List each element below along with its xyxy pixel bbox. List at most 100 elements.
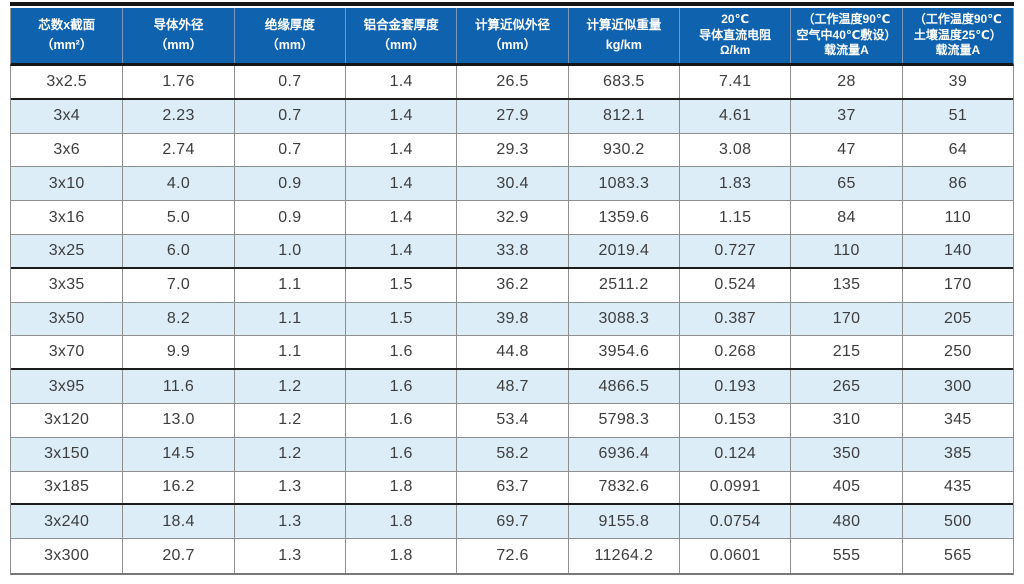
column-header-line: 20℃	[721, 11, 750, 26]
cell-calc-approx-weight: 4866.5	[567, 370, 679, 403]
cell-cores-section: 3x50	[48, 309, 85, 327]
cell-insulation-thickness: 0.9	[233, 167, 345, 201]
cell-calc-approx-od: 33.8	[456, 234, 567, 267]
cell-conductor-od: 11.6	[122, 370, 233, 403]
cell-ampacity-soil: 300	[901, 370, 1013, 403]
cell-dc-resistance-20c: 7.41	[679, 66, 790, 98]
cell-ampacity-air: 84	[790, 201, 901, 234]
cell-insulation-thickness: 1.0	[233, 234, 345, 267]
column-header-line: 芯数x截面	[38, 18, 96, 33]
cell-cores-section: 3x185	[44, 478, 90, 496]
cell-insulation-thickness: 1.3	[233, 539, 345, 573]
cell-calc-approx-weight: 5798.3	[567, 403, 679, 437]
cell-cores-section: 3x2.5	[46, 72, 87, 90]
table-header-row: 芯数x截面 （mm²） 导体外径 （mm） 绝缘厚度 （mm） 铝合金套厚度 （mm） 计算近似…	[10, 8, 1014, 66]
cell-dc-resistance-20c: 0.0601	[679, 539, 790, 573]
cell-alloy-sheath-thickness: 1.8	[345, 505, 456, 539]
table-row-3x120: 3x120 13.0 1.2 1.6 53.4 5798.3 0.153 310 345	[11, 403, 1013, 438]
table-row-3x300: 3x300 20.7 1.3 1.8 72.6 11264.2 0.0601 555 565	[11, 539, 1013, 573]
cell-alloy-sheath-thickness: 1.8	[345, 539, 456, 573]
cell-conductor-od: 4.0	[122, 167, 233, 201]
column-header-line: （工作温度90℃	[802, 11, 891, 26]
cell-ampacity-soil: 110	[901, 201, 1013, 234]
cell-dc-resistance-20c: 1.15	[679, 201, 790, 234]
cell-ampacity-air: 47	[790, 133, 901, 167]
cell-ampacity-soil: 86	[901, 167, 1013, 201]
cell-cores-section: 3x16	[48, 208, 85, 226]
table-row-3x35: 3x35 7.0 1.1 1.5 36.2 2511.2 0.524 135 170	[11, 268, 1013, 303]
cell-insulation-thickness: 1.2	[233, 370, 345, 403]
cell-cores-section: 3x4	[53, 107, 81, 125]
cell-calc-approx-od: 39.8	[456, 302, 567, 336]
cell-conductor-od: 13.0	[122, 403, 233, 437]
cell-calc-approx-od: 30.4	[456, 167, 567, 201]
column-header-ampacity-soil: （工作温度90℃ 土壤温度25℃） 载流量A	[901, 8, 1013, 63]
cell-cores-section: 3x10	[48, 174, 85, 192]
cell-dc-resistance-20c: 1.83	[679, 167, 790, 201]
cell-ampacity-air: 28	[790, 66, 901, 98]
cell-cores-section: 3x150	[44, 445, 90, 463]
cell-ampacity-soil: 345	[901, 403, 1013, 437]
column-header-line: kg/km	[605, 37, 642, 52]
cell-calc-approx-weight: 2511.2	[567, 268, 679, 302]
cell-conductor-od: 8.2	[122, 302, 233, 336]
cell-calc-approx-weight: 7832.6	[567, 471, 679, 504]
column-header-line: 载流量A	[935, 43, 981, 58]
cell-dc-resistance-20c: 0.524	[679, 268, 790, 302]
cell-dc-resistance-20c: 0.153	[679, 403, 790, 437]
cell-ampacity-air: 135	[790, 268, 901, 302]
column-header-line: 导体外径	[153, 18, 204, 33]
cell-cores-section: 3x240	[44, 512, 90, 530]
column-header-dc-resistance-20c: 20℃ 导体直流电阻 Ω/km	[679, 8, 790, 63]
table-row-3x4: 3x4 2.23 0.7 1.4 27.9 812.1 4.61 37 51	[11, 99, 1013, 134]
cell-conductor-od: 16.2	[122, 471, 233, 504]
cell-ampacity-air: 310	[790, 403, 901, 437]
cell-dc-resistance-20c: 0.268	[679, 336, 790, 369]
cell-dc-resistance-20c: 0.387	[679, 302, 790, 336]
column-header-line: 绝缘厚度	[264, 18, 315, 33]
cell-ampacity-soil: 565	[901, 539, 1013, 573]
cell-calc-approx-weight: 3088.3	[567, 302, 679, 336]
cell-insulation-thickness: 0.7	[233, 66, 345, 98]
cell-ampacity-air: 405	[790, 471, 901, 504]
cell-cores-section: 3x300	[44, 547, 90, 565]
table-row-3x10: 3x10 4.0 0.9 1.4 30.4 1083.3 1.83 65 86	[11, 167, 1013, 202]
cell-ampacity-air: 37	[790, 99, 901, 133]
cell-cores-section: 3x70	[48, 343, 85, 361]
table-row-3x185: 3x185 16.2 1.3 1.8 63.7 7832.6 0.0991 405 435	[11, 471, 1013, 506]
cell-calc-approx-od: 72.6	[456, 539, 567, 573]
cell-insulation-thickness: 1.1	[233, 302, 345, 336]
column-header-insulation-thickness: 绝缘厚度 （mm）	[233, 8, 345, 63]
cell-dc-resistance-20c: 0.727	[679, 234, 790, 267]
cell-ampacity-soil: 51	[901, 99, 1013, 133]
cell-dc-resistance-20c: 4.61	[679, 99, 790, 133]
column-header-calc-approx-weight: 计算近似重量 kg/km	[567, 8, 679, 63]
cell-calc-approx-od: 48.7	[456, 370, 567, 403]
column-header-line: 土壤温度25℃）	[913, 27, 1002, 42]
cell-calc-approx-weight: 1359.6	[567, 201, 679, 234]
cell-calc-approx-od: 27.9	[456, 99, 567, 133]
cell-conductor-od: 5.0	[122, 201, 233, 234]
table-row-3x70: 3x70 9.9 1.1 1.6 44.8 3954.6 0.268 215 250	[11, 336, 1013, 371]
cell-conductor-od: 18.4	[122, 505, 233, 539]
cell-conductor-od: 14.5	[122, 437, 233, 471]
cell-alloy-sheath-thickness: 1.6	[345, 336, 456, 369]
column-header-line: 载流量A	[824, 43, 869, 58]
cell-ampacity-air: 350	[790, 437, 901, 471]
column-header-alloy-sheath-thickness: 铝合金套厚度 （mm）	[345, 8, 456, 63]
table-body: 3x2.5 1.76 0.7 1.4 26.5 683.5 7.41 28 39 3x4 2.23 0…	[10, 66, 1014, 575]
cell-conductor-od: 6.0	[122, 234, 233, 267]
cell-ampacity-soil: 385	[901, 437, 1013, 471]
table-row-3x240: 3x240 18.4 1.3 1.8 69.7 9155.8 0.0754 480 500	[11, 505, 1013, 540]
cell-cores-section: 3x120	[44, 411, 90, 429]
cell-conductor-od: 2.74	[122, 133, 233, 167]
cell-insulation-thickness: 1.2	[233, 437, 345, 471]
cell-calc-approx-od: 53.4	[456, 403, 567, 437]
cell-ampacity-air: 480	[790, 505, 901, 539]
column-header-line: （工作温度90℃	[913, 11, 1002, 26]
cell-alloy-sheath-thickness: 1.4	[345, 66, 456, 98]
cell-cores-section: 3x95	[48, 377, 85, 395]
column-header-line: Ω/km	[720, 43, 751, 58]
cell-conductor-od: 7.0	[122, 268, 233, 302]
